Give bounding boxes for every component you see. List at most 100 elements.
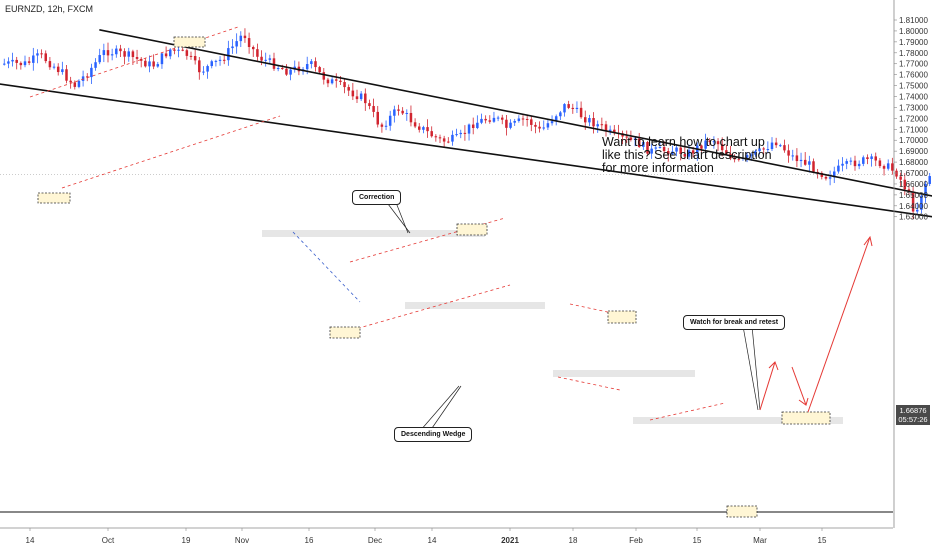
descending-wedge-label: Descending Wedge	[394, 427, 473, 442]
candle	[779, 145, 782, 147]
zone	[553, 370, 695, 377]
candle	[276, 68, 280, 70]
highlight-box	[329, 326, 361, 339]
y-tick-label: 1.76000	[899, 71, 928, 80]
candle	[866, 157, 869, 160]
candle	[90, 67, 93, 78]
candle	[517, 118, 521, 121]
candle	[837, 165, 840, 172]
candle	[895, 170, 898, 177]
candle	[148, 61, 151, 67]
candle	[193, 56, 197, 61]
candle	[700, 145, 703, 149]
candle	[496, 117, 500, 119]
x-tick-label: 19	[182, 536, 191, 545]
candle	[144, 60, 147, 67]
candle	[202, 71, 205, 73]
y-tick-label: 1.80000	[899, 27, 928, 36]
candle	[160, 53, 164, 65]
candle	[426, 127, 429, 132]
candle	[459, 132, 462, 135]
candle	[613, 129, 616, 133]
candle	[430, 131, 433, 137]
candle	[198, 60, 201, 73]
candle	[534, 124, 537, 127]
candle	[857, 163, 861, 167]
candle	[787, 150, 790, 156]
candle	[326, 79, 330, 84]
promo-line-1: Want to learn how to chart up	[602, 135, 765, 149]
candle	[745, 155, 749, 158]
x-tick-label: Oct	[102, 536, 115, 545]
y-tick-label: 1.74000	[899, 93, 928, 102]
candle	[189, 55, 193, 57]
candle	[23, 61, 27, 66]
candle	[853, 160, 857, 167]
candle	[27, 61, 31, 63]
candle	[388, 115, 392, 126]
candle	[783, 145, 786, 151]
candle	[455, 134, 458, 136]
candle	[135, 57, 139, 59]
candle	[584, 117, 587, 123]
candle	[791, 155, 794, 157]
candle	[397, 109, 400, 111]
y-tick-label: 1.79000	[899, 38, 928, 47]
candle	[384, 125, 388, 127]
candle	[86, 76, 89, 78]
candle	[808, 161, 811, 165]
candle	[318, 67, 321, 73]
x-tick-label: 16	[305, 536, 314, 545]
candle	[567, 104, 570, 108]
candle	[592, 118, 595, 127]
candle	[646, 142, 649, 154]
channel-dashed-line	[61, 115, 281, 189]
candle	[750, 154, 753, 156]
candle	[98, 55, 101, 63]
candle	[824, 176, 828, 179]
y-tick-label: 1.72000	[899, 114, 928, 123]
candle	[795, 155, 799, 162]
candle	[799, 159, 803, 162]
x-tick-label: 18	[569, 536, 578, 545]
candle	[343, 82, 346, 88]
x-tick-label: 15	[693, 536, 702, 545]
candle	[289, 69, 292, 75]
channel-dashed-line	[557, 376, 621, 391]
candle	[48, 61, 52, 68]
candle	[571, 107, 575, 110]
candle	[330, 79, 334, 84]
candle	[720, 144, 724, 151]
candle	[359, 93, 363, 100]
y-tick-label: 1.68000	[899, 158, 928, 167]
candle	[393, 109, 396, 116]
candle	[438, 137, 442, 139]
candle	[530, 119, 533, 125]
candle	[820, 172, 824, 177]
candle	[32, 55, 35, 63]
x-tick-label: 15	[818, 536, 827, 545]
candle	[185, 50, 189, 56]
candle	[264, 59, 267, 61]
candle	[77, 80, 81, 87]
candle	[156, 64, 160, 67]
callout-pointer	[429, 385, 462, 432]
candle	[177, 49, 180, 51]
candle	[911, 191, 915, 212]
candle	[754, 151, 757, 155]
candle	[542, 127, 545, 129]
wedge-upper-line	[99, 29, 932, 197]
candle	[44, 53, 47, 62]
candle	[488, 120, 492, 122]
candle	[102, 50, 106, 56]
candle	[604, 124, 608, 132]
countdown: 05:57:26	[898, 415, 928, 424]
candle	[650, 148, 653, 154]
y-tick-label: 1.67000	[899, 169, 928, 178]
candle	[733, 158, 736, 160]
candle	[405, 112, 409, 114]
y-tick-label: 1.75000	[899, 82, 928, 91]
y-tick-label: 1.81000	[899, 16, 928, 25]
candle	[521, 118, 525, 120]
